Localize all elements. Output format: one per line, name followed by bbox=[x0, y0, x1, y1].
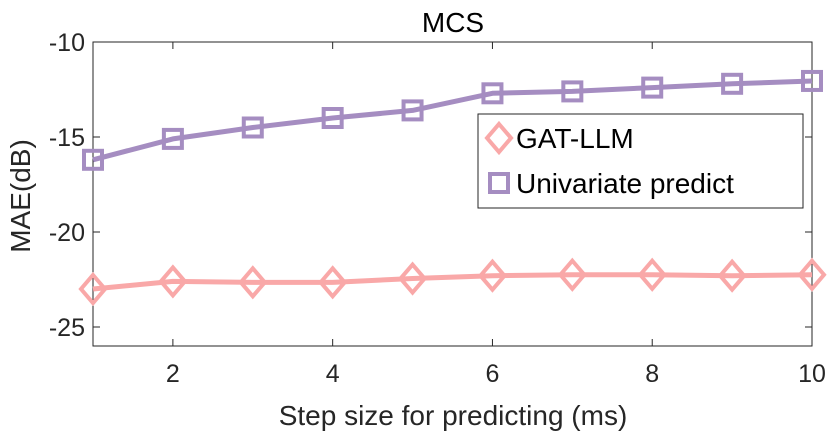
data-point-univariate-predict bbox=[721, 72, 744, 95]
y-tick-label: -20 bbox=[49, 219, 85, 247]
data-point-gat-llm bbox=[318, 265, 348, 300]
legend: GAT-LLM Univariate predict bbox=[477, 113, 804, 209]
data-point-gat-llm bbox=[397, 261, 428, 296]
legend-marker-univariate-predict bbox=[488, 172, 510, 194]
data-point-gat-llm bbox=[238, 265, 268, 300]
series-layer bbox=[78, 69, 827, 307]
data-point-univariate-predict bbox=[401, 99, 424, 122]
x-tick-label: 4 bbox=[326, 360, 340, 388]
data-point-gat-llm bbox=[637, 257, 667, 292]
data-point-gat-llm bbox=[158, 264, 188, 299]
data-point-gat-llm bbox=[78, 271, 108, 307]
data-point-univariate-predict bbox=[481, 82, 504, 105]
y-tick-label: -25 bbox=[49, 314, 85, 342]
data-point-univariate-predict bbox=[321, 107, 344, 129]
data-point-univariate-predict bbox=[241, 116, 264, 139]
data-point-gat-llm bbox=[477, 258, 508, 293]
legend-label-gat-llm: GAT-LLM bbox=[516, 123, 634, 154]
y-tick-label: -10 bbox=[49, 29, 85, 57]
x-tick-label: 10 bbox=[798, 360, 826, 388]
x-tick-label: 6 bbox=[485, 360, 499, 388]
data-point-univariate-predict bbox=[82, 148, 104, 171]
chart-title: MCS bbox=[422, 7, 484, 38]
data-point-univariate-predict bbox=[561, 80, 584, 103]
series-gat-llm bbox=[78, 257, 827, 307]
series-univariate-predict bbox=[82, 69, 823, 171]
legend-box bbox=[477, 113, 804, 209]
data-point-gat-llm bbox=[717, 258, 747, 293]
data-point-univariate-predict bbox=[161, 127, 184, 150]
y-tick-label: -15 bbox=[49, 124, 85, 152]
axis-ticks: 2 4 6 8 10 -10 -15 -20 -25 bbox=[49, 29, 826, 388]
data-point-univariate-predict bbox=[801, 69, 823, 92]
series-line-univariate-predict bbox=[92, 78, 813, 163]
series-line-gat-llm bbox=[92, 272, 813, 292]
legend-marker-gat-llm bbox=[484, 120, 514, 156]
x-axis-label: Step size for predicting (ms) bbox=[279, 400, 628, 431]
y-axis-label: MAE(dB) bbox=[5, 139, 36, 253]
x-tick-label: 8 bbox=[645, 360, 659, 388]
x-tick-label: 2 bbox=[166, 360, 180, 388]
data-point-gat-llm bbox=[557, 257, 587, 292]
data-point-univariate-predict bbox=[641, 76, 664, 99]
legend-label-univariate-predict: Univariate predict bbox=[516, 168, 734, 199]
data-point-gat-llm bbox=[797, 257, 827, 292]
